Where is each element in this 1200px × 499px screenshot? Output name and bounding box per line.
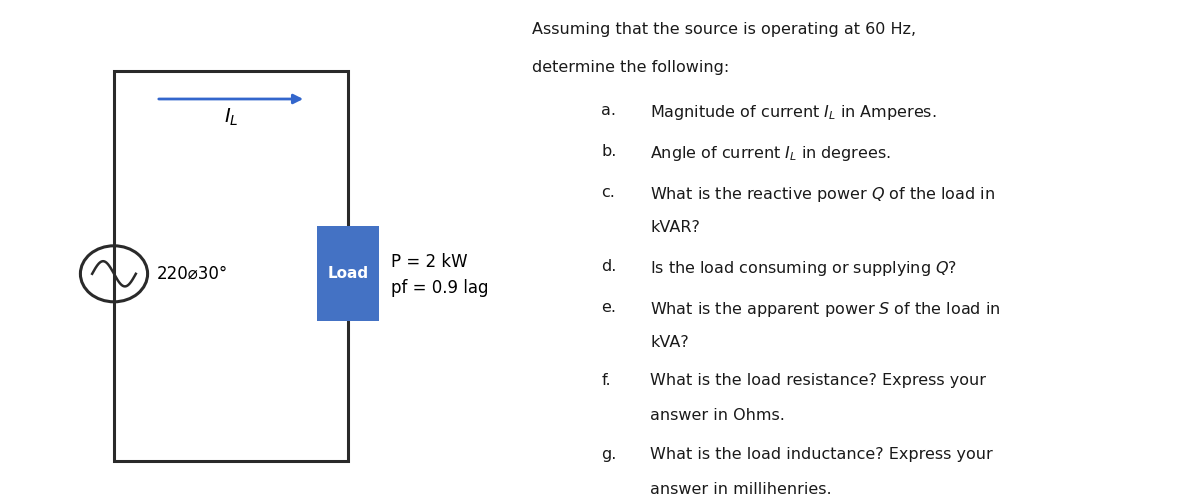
Text: pf = 0.9 lag: pf = 0.9 lag	[391, 279, 488, 297]
Text: What is the apparent power $S$ of the load in: What is the apparent power $S$ of the lo…	[650, 299, 1001, 319]
Text: kVAR?: kVAR?	[650, 220, 700, 235]
Text: a.: a.	[601, 103, 617, 118]
Text: kVA?: kVA?	[650, 334, 689, 350]
Text: What is the reactive power $Q$ of the load in: What is the reactive power $Q$ of the lo…	[650, 185, 995, 204]
Text: b.: b.	[601, 144, 617, 159]
Text: Load: Load	[328, 266, 368, 281]
Text: answer in millihenries.: answer in millihenries.	[650, 482, 832, 497]
Text: What is the load inductance? Express your: What is the load inductance? Express you…	[650, 447, 992, 462]
Text: d.: d.	[601, 258, 617, 274]
Text: g.: g.	[601, 447, 617, 462]
Text: $I_L$: $I_L$	[223, 107, 239, 128]
Text: 220⌀30°: 220⌀30°	[157, 265, 228, 283]
Text: Magnitude of current $I_L$ in Amperes.: Magnitude of current $I_L$ in Amperes.	[650, 103, 937, 122]
Text: c.: c.	[601, 185, 616, 200]
Text: Angle of current $I_L$ in degrees.: Angle of current $I_L$ in degrees.	[650, 144, 892, 163]
Text: Assuming that the source is operating at 60 Hz,: Assuming that the source is operating at…	[532, 22, 916, 37]
Text: answer in Ohms.: answer in Ohms.	[650, 408, 785, 423]
Text: What is the load resistance? Express your: What is the load resistance? Express you…	[650, 373, 986, 388]
Text: f.: f.	[601, 373, 611, 388]
Text: Is the load consuming or supplying $Q$?: Is the load consuming or supplying $Q$?	[650, 258, 958, 278]
Text: e.: e.	[601, 299, 617, 315]
Text: P = 2 kW: P = 2 kW	[391, 253, 468, 271]
Bar	[114, 71, 348, 461]
Text: determine the following:: determine the following:	[532, 60, 730, 75]
Bar	[317, 227, 379, 321]
